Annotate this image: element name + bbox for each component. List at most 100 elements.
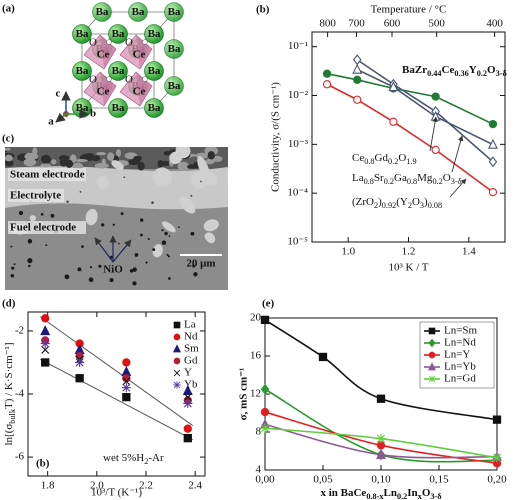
ni-grain bbox=[340, 51, 353, 65]
marker bbox=[173, 357, 181, 365]
nio-arrow bbox=[94, 237, 114, 263]
text-run: x in BaCe bbox=[320, 487, 366, 499]
ba-label: Ba bbox=[96, 6, 109, 18]
text-run: (ZrO bbox=[352, 196, 374, 208]
y-tick-label: -6 bbox=[15, 451, 25, 463]
text-run: Y bbox=[469, 64, 477, 76]
subscript: 2 bbox=[374, 201, 378, 210]
fit-line bbox=[40, 316, 193, 426]
x-tick-label: 1.4 bbox=[462, 246, 476, 258]
ba-atom bbox=[108, 24, 128, 44]
steam-grain bbox=[5, 154, 13, 162]
x-tick-label: 0,05 bbox=[313, 474, 333, 486]
subscript: 2 bbox=[408, 201, 412, 210]
x-axis-label: x in BaCe0.8-xLn0.2InxO3-δ bbox=[320, 487, 441, 500]
x-tick-label: 2.2 bbox=[139, 480, 153, 492]
x-tick-label: 0,10 bbox=[371, 474, 391, 486]
marker bbox=[173, 344, 181, 353]
ni-grain bbox=[111, 160, 124, 170]
subscript: 0.8 bbox=[407, 177, 417, 186]
marker bbox=[41, 358, 50, 367]
ni-grain bbox=[386, 224, 396, 240]
ni-grain bbox=[198, 75, 217, 90]
ba-label: Ba bbox=[112, 65, 125, 77]
text-run: ln[(σ bbox=[3, 424, 15, 446]
pore bbox=[167, 277, 171, 280]
label-backdrop bbox=[8, 189, 64, 202]
ni-grain bbox=[228, 70, 238, 90]
ba-label: Ba bbox=[148, 28, 161, 40]
marker bbox=[122, 393, 131, 402]
ni-grain bbox=[301, 198, 321, 218]
x2-tick-label: 700 bbox=[348, 18, 365, 30]
label-backdrop bbox=[8, 221, 86, 234]
ba-atom bbox=[108, 61, 128, 81]
y-tick-label: 10⁻¹ bbox=[288, 40, 308, 52]
legend-label: Sm bbox=[184, 343, 199, 355]
axis-letter: b bbox=[90, 108, 96, 120]
subscript: 3-δ bbox=[430, 492, 441, 500]
marker bbox=[428, 375, 436, 383]
marker bbox=[75, 374, 84, 383]
pore bbox=[161, 229, 164, 232]
text-run: O bbox=[412, 196, 420, 208]
marker bbox=[40, 338, 50, 349]
pore bbox=[112, 223, 116, 227]
ni-grain bbox=[193, 108, 210, 125]
marker bbox=[173, 369, 181, 377]
steam-grain bbox=[91, 155, 101, 162]
marker bbox=[173, 333, 181, 341]
pore bbox=[40, 213, 44, 216]
series-label: La0.8Sr0.2Ga0.8Mg0.2O3-δ bbox=[352, 172, 462, 187]
ni-grain bbox=[236, 149, 248, 170]
ni-grain bbox=[204, 232, 214, 241]
steam-grain bbox=[58, 155, 70, 161]
ba-atom bbox=[92, 2, 112, 22]
ba-atom bbox=[144, 24, 164, 44]
x-tick-label: 1.8 bbox=[41, 480, 55, 492]
y-tick-label: 10⁻⁴ bbox=[287, 187, 308, 199]
marker bbox=[353, 95, 362, 104]
ni-grain bbox=[349, 211, 368, 230]
y-tick-label: 8 bbox=[256, 426, 262, 438]
pore bbox=[123, 176, 126, 179]
ni-grain bbox=[302, 220, 313, 231]
steam-grain bbox=[101, 158, 106, 167]
oxygen-atom bbox=[106, 39, 112, 45]
marker bbox=[322, 80, 332, 89]
legend-label: Gd bbox=[184, 355, 198, 367]
marker bbox=[492, 415, 502, 424]
ni-grain bbox=[252, 119, 262, 140]
ni-grain bbox=[169, 151, 183, 165]
x-axis-label: 10³ K / T bbox=[388, 262, 428, 274]
series-line bbox=[356, 68, 494, 146]
marker bbox=[121, 383, 131, 393]
ni-grain bbox=[329, 119, 348, 140]
marker bbox=[431, 145, 440, 155]
pore bbox=[66, 200, 69, 204]
text-run: La bbox=[352, 172, 364, 184]
label-backdrop bbox=[8, 168, 86, 181]
marker bbox=[173, 321, 181, 329]
pore bbox=[190, 194, 193, 197]
subscript: 0.8 bbox=[364, 177, 374, 186]
marker bbox=[376, 394, 386, 403]
steam-grain bbox=[40, 163, 51, 168]
series-line bbox=[356, 59, 494, 163]
subscript: 0.2 bbox=[388, 157, 398, 166]
marker bbox=[122, 358, 131, 367]
steam-grain bbox=[51, 159, 57, 165]
steam-grain bbox=[177, 161, 189, 171]
text-run: T) / K·S·cm⁻¹] bbox=[3, 342, 15, 409]
ba-atom bbox=[164, 76, 184, 96]
marker bbox=[183, 434, 192, 443]
octahedron-face bbox=[100, 35, 116, 69]
legend-label: Ln=Gd bbox=[444, 373, 476, 385]
axis-letter: c bbox=[56, 88, 61, 100]
pore bbox=[11, 266, 15, 270]
y-tick-label: 10⁻⁵ bbox=[287, 236, 308, 248]
subscript: 1.9 bbox=[406, 157, 416, 166]
pore bbox=[45, 244, 48, 247]
pore bbox=[120, 212, 124, 216]
